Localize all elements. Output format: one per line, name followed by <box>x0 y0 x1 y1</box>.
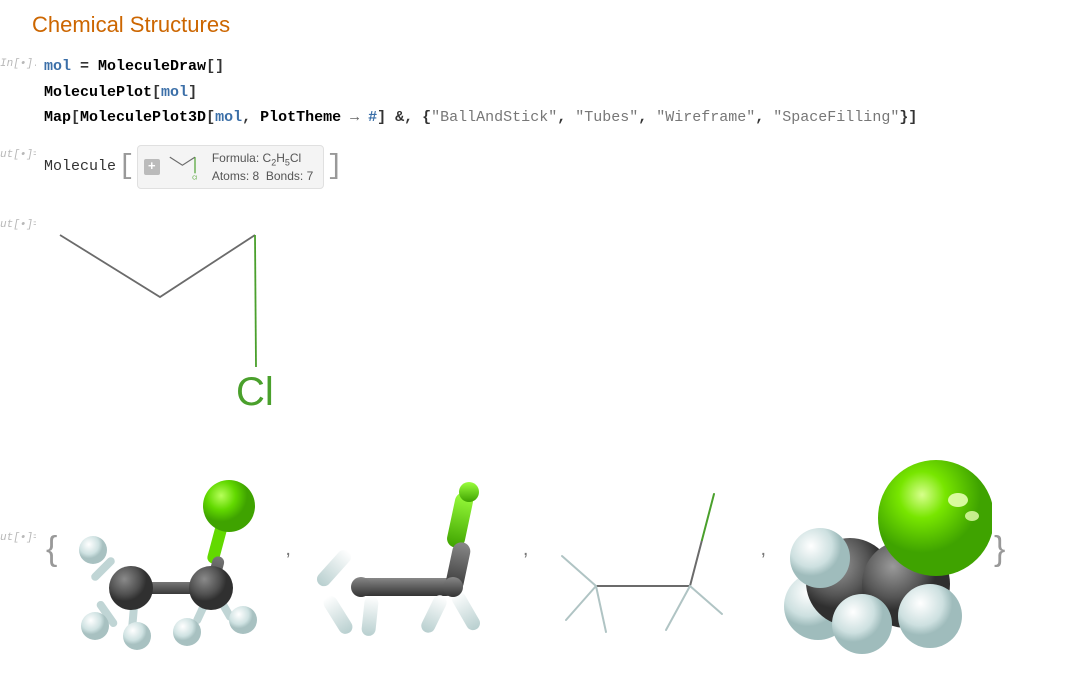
list-close-brace: } <box>992 530 1007 569</box>
code-fn-map: Map <box>44 109 71 126</box>
out-label-2: ut[•]= <box>0 215 36 231</box>
close-bracket-icon: ] <box>324 156 345 178</box>
out-label-1: ut[•]= <box>0 145 36 161</box>
molecule-head: Molecule <box>44 158 116 175</box>
output-molecule-cell: ut[•]= Molecule [ + Cl Formula: C2H5Cl A… <box>0 145 1080 190</box>
expand-icon[interactable]: + <box>144 159 160 175</box>
list-sep-2: , <box>517 538 535 561</box>
plot3d-tubes[interactable] <box>297 444 517 654</box>
molecule-plot-2d[interactable]: Cl <box>50 225 280 415</box>
cl-label: Cl <box>236 370 274 414</box>
input-cell: In[•]:= mol = MoleculeDraw[] MoleculePlo… <box>0 54 1080 131</box>
output-plot2d-cell: ut[•]= Cl <box>0 215 1080 420</box>
mini-structure-icon: Cl <box>168 153 204 181</box>
plot3d-wireframe[interactable] <box>534 444 754 654</box>
molecule-summary-card[interactable]: + Cl Formula: C2H5Cl Atoms: 8 Bonds: 7 <box>137 145 324 190</box>
output-plot3d-cell: ut[•]= { <box>0 432 1080 654</box>
code-var-mol: mol <box>44 58 71 75</box>
list-sep-3: , <box>754 538 772 561</box>
list-open-brace: { <box>44 530 59 569</box>
out-label-3: ut[•]= <box>0 432 36 544</box>
plot3d-spacefilling[interactable] <box>772 444 992 654</box>
code-fn-moleculeplot: MoleculePlot <box>44 84 152 101</box>
svg-text:Cl: Cl <box>192 175 197 180</box>
open-bracket-icon: [ <box>116 156 137 178</box>
plot3d-ballandstick[interactable] <box>59 444 279 654</box>
list-sep-1: , <box>279 538 297 561</box>
code-fn-moleculedraw: MoleculeDraw <box>98 58 206 75</box>
in-label: In[•]:= <box>0 54 36 70</box>
section-title: Chemical Structures <box>0 0 1080 54</box>
molecule-meta: Formula: C2H5Cl Atoms: 8 Bonds: 7 <box>212 150 313 185</box>
code-block[interactable]: mol = MoleculeDraw[] MoleculePlot[mol] M… <box>44 54 1080 131</box>
